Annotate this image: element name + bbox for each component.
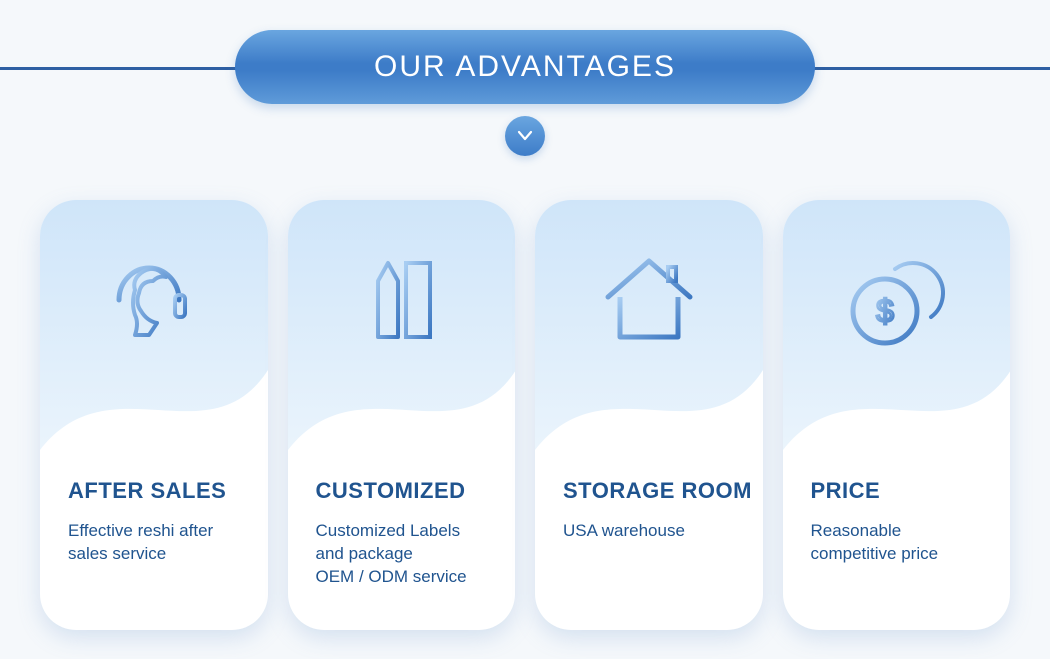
header-pill: OUR ADVANTAGES <box>235 30 815 104</box>
card-title: CUSTOMIZED <box>316 478 496 504</box>
card-customized: CUSTOMIZED Customized Labels and package… <box>288 200 516 630</box>
chevron-down-icon <box>517 130 533 142</box>
cards-row: AFTER SALES Effective reshi after sales … <box>40 200 1010 630</box>
card-body: PRICE Reasonable competitive price <box>811 478 991 566</box>
card-desc: Customized Labels and package OEM / ODM … <box>316 520 496 589</box>
card-title: AFTER SALES <box>68 478 248 504</box>
header: OUR ADVANTAGES <box>0 0 1050 160</box>
header-title: OUR ADVANTAGES <box>374 50 676 84</box>
card-storage-room: STORAGE ROOM USA warehouse <box>535 200 763 630</box>
warehouse-icon <box>535 200 763 400</box>
card-desc: Effective reshi after sales service <box>68 520 248 566</box>
card-body: AFTER SALES Effective reshi after sales … <box>68 478 248 566</box>
card-title: PRICE <box>811 478 991 504</box>
pencil-ruler-icon <box>288 200 516 400</box>
card-body: CUSTOMIZED Customized Labels and package… <box>316 478 496 589</box>
header-arrow-circle <box>505 116 545 156</box>
card-price: $ PRICE Reasonable competitive price <box>783 200 1011 630</box>
dollar-coins-icon: $ <box>783 200 1011 400</box>
card-title: STORAGE ROOM <box>563 478 743 504</box>
card-desc: USA warehouse <box>563 520 743 543</box>
card-after-sales: AFTER SALES Effective reshi after sales … <box>40 200 268 630</box>
svg-text:$: $ <box>876 293 894 329</box>
headset-plus-icon <box>40 200 268 400</box>
card-desc: Reasonable competitive price <box>811 520 991 566</box>
card-body: STORAGE ROOM USA warehouse <box>563 478 743 543</box>
